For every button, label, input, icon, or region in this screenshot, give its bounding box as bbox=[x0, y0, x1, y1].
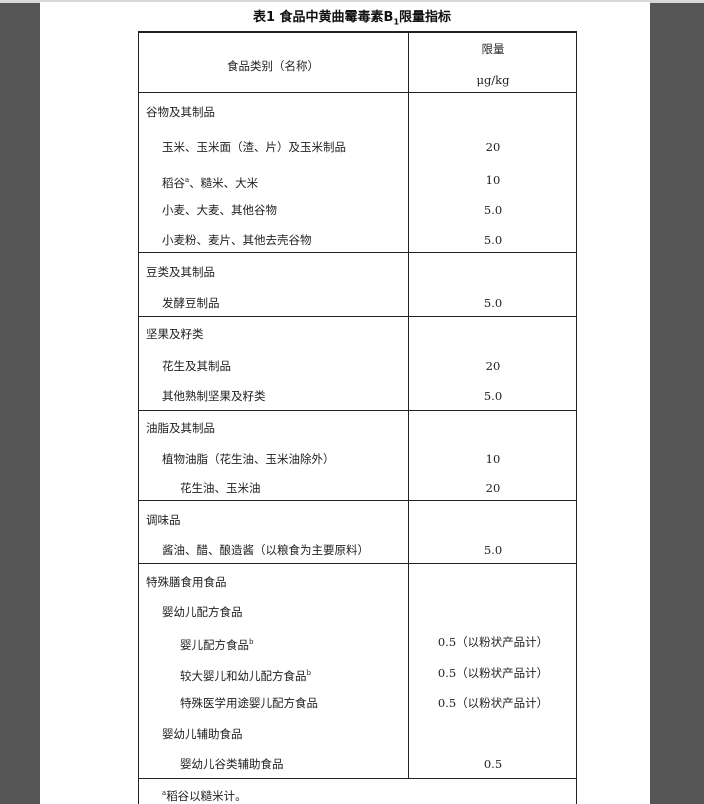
table-row-value: 20 bbox=[485, 140, 501, 154]
table-row-label: 酱油、醋、酿造酱（以粮食为主要原料） bbox=[162, 543, 369, 557]
table-row-value: 20 bbox=[485, 481, 501, 495]
label-text: 婴幼儿谷类辅助食品 bbox=[180, 757, 284, 771]
table-row-label: 稻谷a、糙米、大米 bbox=[162, 173, 258, 190]
table-row-label: 婴幼儿谷类辅助食品 bbox=[180, 757, 284, 771]
label-text: 婴幼儿辅助食品 bbox=[162, 727, 243, 741]
footnote-ref: b bbox=[249, 638, 254, 646]
category-heading: 坚果及籽类 bbox=[146, 327, 204, 341]
group-divider bbox=[138, 500, 577, 502]
table-right-border bbox=[576, 31, 577, 804]
table-title: 表1 食品中黄曲霉毒素B1限量指标 bbox=[0, 6, 704, 27]
table-row-value: 0.5（以粉状产品计） bbox=[437, 666, 549, 680]
category-heading: 谷物及其制品 bbox=[146, 105, 215, 119]
table-row-label: 婴幼儿配方食品 bbox=[162, 605, 243, 619]
table-row-label: 较大婴儿和幼儿配方食品b bbox=[180, 666, 311, 683]
document-page bbox=[40, 2, 650, 804]
table-row-label: 小麦、大麦、其他谷物 bbox=[162, 203, 277, 217]
label-text: 较大婴儿和幼儿配方食品 bbox=[180, 668, 307, 683]
group-divider bbox=[138, 410, 577, 412]
table-row-value: 10 bbox=[485, 452, 501, 466]
group-divider bbox=[138, 252, 577, 254]
table-row-value: 0.5（以粉状产品计） bbox=[437, 635, 549, 649]
label-text: 特殊医学用途婴儿配方食品 bbox=[180, 696, 318, 710]
table-row-value: 10 bbox=[485, 173, 501, 187]
table-row-value: 5.0 bbox=[483, 233, 503, 247]
table-row-label: 玉米、玉米面（渣、片）及玉米制品 bbox=[162, 140, 346, 154]
column-divider bbox=[408, 31, 409, 778]
footnote: a稻谷以糙米计。 bbox=[162, 786, 247, 803]
table-row-label: 植物油脂（花生油、玉米油除外） bbox=[162, 452, 335, 466]
label-text: 豆类及其制品 bbox=[146, 265, 215, 279]
table-row-label: 婴幼儿辅助食品 bbox=[162, 727, 243, 741]
label-text: 谷物及其制品 bbox=[146, 105, 215, 119]
label-text: 小麦、大麦、其他谷物 bbox=[162, 203, 277, 217]
group-divider bbox=[138, 92, 577, 94]
category-heading: 调味品 bbox=[146, 513, 181, 527]
label-text-rest: 、糙米、大米 bbox=[189, 175, 259, 190]
title-main: 表1 食品中黄曲霉毒素B bbox=[252, 10, 394, 25]
table-row-value: 5.0 bbox=[483, 203, 503, 217]
table-row-label: 花生油、玉米油 bbox=[180, 481, 261, 495]
label-text: 玉米、玉米面（渣、片）及玉米制品 bbox=[162, 140, 346, 154]
table-row-label: 特殊医学用途婴儿配方食品 bbox=[180, 696, 318, 710]
label-text: 婴儿配方食品 bbox=[180, 637, 249, 652]
label-text: 酱油、醋、酿造酱（以粮食为主要原料） bbox=[162, 543, 369, 557]
label-text: 婴幼儿配方食品 bbox=[162, 605, 243, 619]
table-row-value: 5.0 bbox=[483, 296, 503, 310]
footnote-mark: a bbox=[162, 789, 167, 797]
label-text: 小麦粉、麦片、其他去壳谷物 bbox=[162, 233, 312, 247]
title-suffix: 限量指标 bbox=[399, 10, 452, 25]
group-divider bbox=[138, 316, 577, 318]
category-heading: 油脂及其制品 bbox=[146, 421, 215, 435]
table-row-value: 5.0 bbox=[483, 543, 503, 557]
label-text: 坚果及籽类 bbox=[146, 327, 204, 341]
label-text: 植物油脂（花生油、玉米油除外） bbox=[162, 452, 335, 466]
group-divider bbox=[138, 563, 577, 565]
table-row-label: 小麦粉、麦片、其他去壳谷物 bbox=[162, 233, 312, 247]
footnote-text: 稻谷以糙米计。 bbox=[166, 788, 247, 803]
category-heading: 特殊膳食用食品 bbox=[146, 575, 227, 589]
table-row-value: 20 bbox=[485, 359, 501, 373]
table-row-label: 婴儿配方食品b bbox=[180, 635, 253, 652]
label-text: 花生油、玉米油 bbox=[180, 481, 261, 495]
table-row-label: 其他熟制坚果及籽类 bbox=[162, 389, 266, 403]
label-text: 油脂及其制品 bbox=[146, 421, 215, 435]
table-row-value: 5.0 bbox=[483, 389, 503, 403]
table-row-value: 0.5（以粉状产品计） bbox=[437, 696, 549, 710]
footnote-ref: a bbox=[185, 176, 190, 184]
table-row-value: 0.5 bbox=[483, 757, 503, 771]
table-top-border bbox=[138, 31, 577, 33]
viewer-top-edge bbox=[0, 0, 704, 3]
group-divider bbox=[138, 778, 577, 780]
label-text: 花生及其制品 bbox=[162, 359, 231, 373]
table-row-label: 花生及其制品 bbox=[162, 359, 231, 373]
label-text: 特殊膳食用食品 bbox=[146, 575, 227, 589]
header-limit: 限量 bbox=[481, 42, 505, 56]
label-text: 其他熟制坚果及籽类 bbox=[162, 389, 266, 403]
table-left-border bbox=[138, 31, 139, 804]
label-text: 稻谷 bbox=[162, 175, 185, 190]
header-unit: μg/kg bbox=[476, 73, 510, 87]
table-row-label: 发酵豆制品 bbox=[162, 296, 220, 310]
label-text: 发酵豆制品 bbox=[162, 296, 220, 310]
header-category: 食品类别（名称） bbox=[227, 59, 319, 73]
category-heading: 豆类及其制品 bbox=[146, 265, 215, 279]
label-text: 调味品 bbox=[146, 513, 181, 527]
footnote-ref: b bbox=[306, 669, 311, 677]
title-subscript: 1 bbox=[393, 17, 400, 27]
